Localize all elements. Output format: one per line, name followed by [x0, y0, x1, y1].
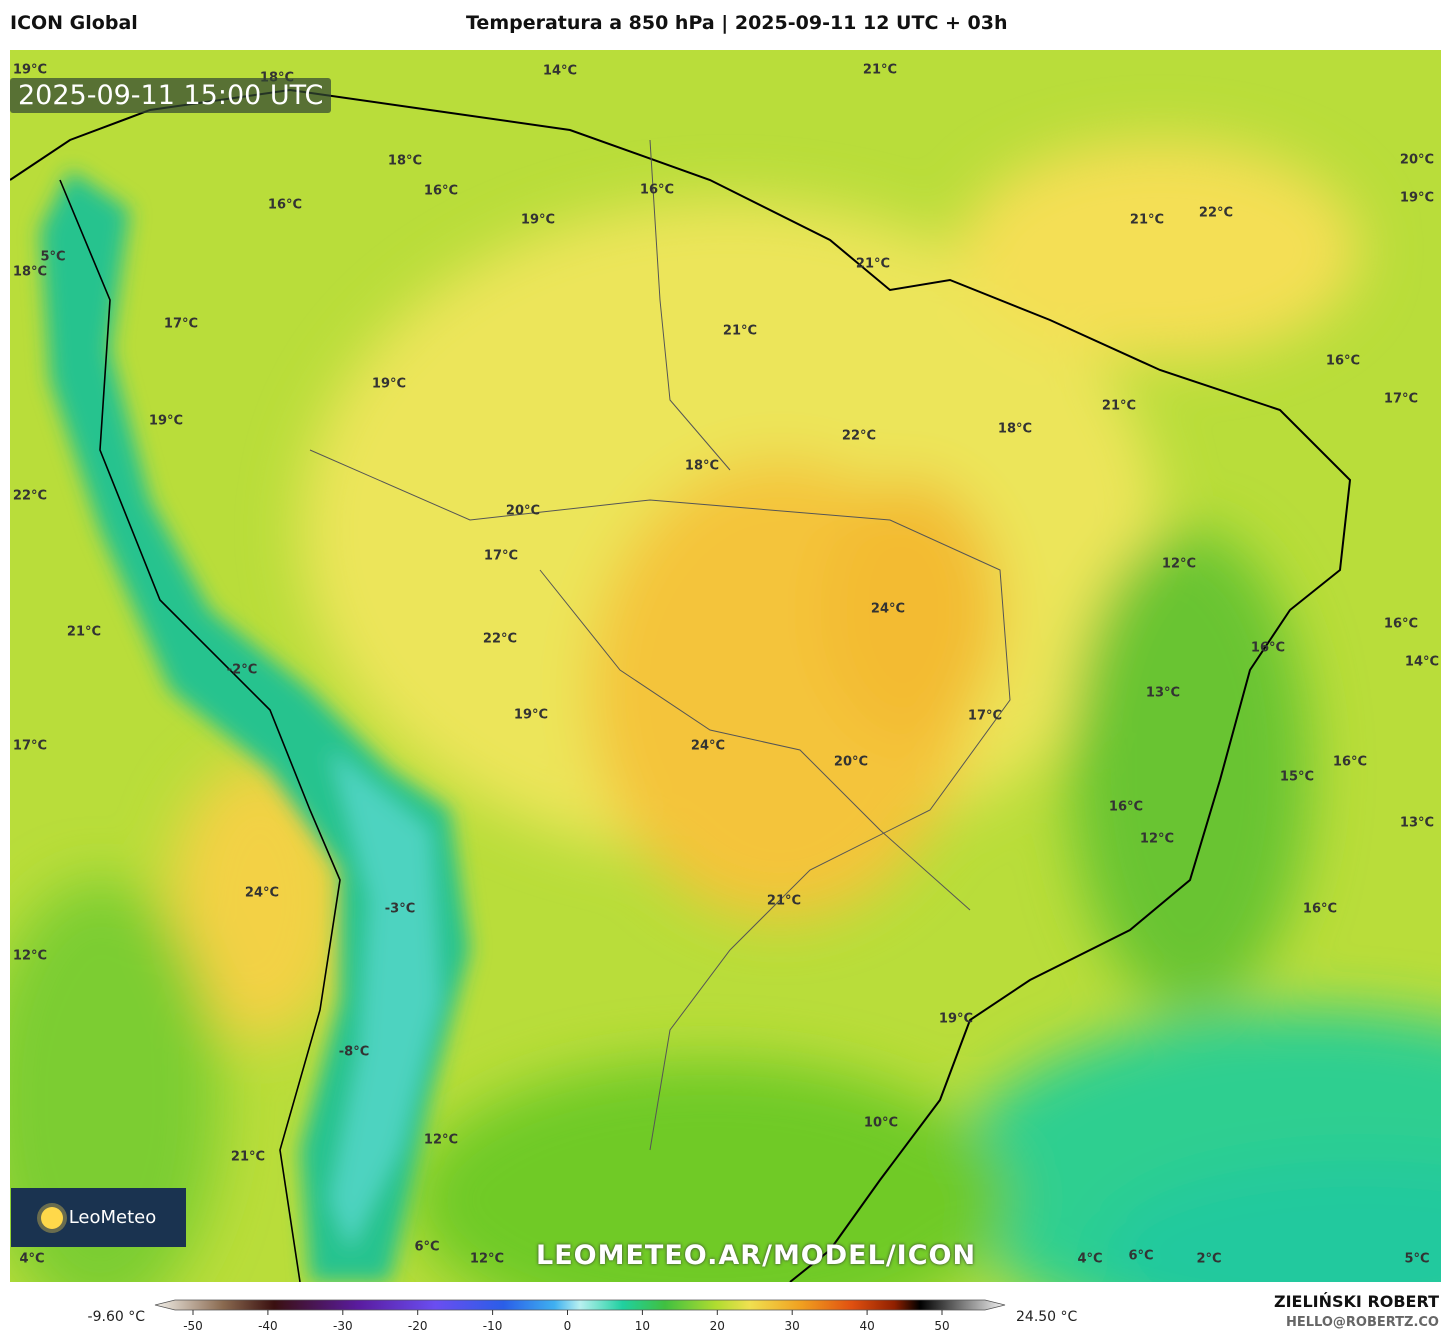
temperature-label: 20°C	[834, 755, 868, 770]
model-name: ICON Global	[10, 12, 138, 34]
temperature-label: 21°C	[767, 894, 801, 909]
temperature-label: 2°C	[1196, 1252, 1221, 1267]
temperature-label: 16°C	[1384, 617, 1418, 632]
temperature-label: 19°C	[372, 377, 406, 392]
temperature-label: 4°C	[1077, 1252, 1102, 1267]
temperature-label: 17°C	[484, 549, 518, 564]
temperature-label: 22°C	[1199, 206, 1233, 221]
temperature-label: 13°C	[1146, 686, 1180, 701]
temperature-label: 4°C	[19, 1252, 44, 1267]
logo-text: LeoMeteo	[68, 1207, 157, 1228]
temperature-label: 24°C	[871, 602, 905, 617]
temperature-label: 12°C	[1162, 557, 1196, 572]
temperature-label: 14°C	[1405, 655, 1439, 670]
temperature-label: 21°C	[723, 324, 757, 339]
temperature-label: 5°C	[1404, 1252, 1429, 1267]
temperature-label: 19°C	[514, 708, 548, 723]
temperature-label: 6°C	[414, 1240, 439, 1255]
temperature-label: 18°C	[13, 265, 47, 280]
temperature-label: 19°C	[13, 63, 47, 78]
colorbar-tick-label: 50	[934, 1319, 949, 1333]
map: 19°C18°C14°C21°C18°C16°C16°C16°C19°C21°C…	[10, 50, 1441, 1282]
temperature-label: 12°C	[13, 949, 47, 964]
logo: LeoMeteo	[11, 1188, 186, 1247]
temperature-label: 16°C	[1109, 800, 1143, 815]
temperature-label: 16°C	[1326, 354, 1360, 369]
temperature-label: 12°C	[1140, 832, 1174, 847]
temperature-label: 20°C	[506, 504, 540, 519]
colorbar-tick-label: 10	[635, 1319, 650, 1333]
author: ZIELIŃSKI ROBERT	[1273, 1292, 1439, 1311]
email: HELLO@ROBERTZ.CO	[1285, 1315, 1439, 1330]
temperature-label: 17°C	[1384, 392, 1418, 407]
colorbar-max: 24.50 °C	[1016, 1309, 1078, 1325]
temperature-label: 21°C	[863, 63, 897, 78]
temperature-label: -3°C	[385, 902, 415, 917]
temperature-label: 17°C	[164, 317, 198, 332]
temperature-label: 12°C	[424, 1133, 458, 1148]
temperature-label: 17°C	[13, 739, 47, 754]
temperature-label: 21°C	[1130, 213, 1164, 228]
temperature-label: -8°C	[339, 1045, 369, 1060]
temperature-label: -2°C	[227, 663, 257, 678]
colorbar-tick-label: 20	[710, 1319, 725, 1333]
temperature-label: 17°C	[968, 709, 1002, 724]
temperature-label: 18°C	[388, 154, 422, 169]
colorbar-tick-label: 0	[564, 1319, 572, 1333]
colorbar-tick-label: -50	[183, 1319, 203, 1333]
temperature-label: 6°C	[1128, 1249, 1153, 1264]
temperature-label: 21°C	[231, 1150, 265, 1165]
colorbar-tick-label: -20	[408, 1319, 428, 1333]
temperature-label: 19°C	[1400, 191, 1434, 206]
temperature-label: 14°C	[543, 64, 577, 79]
temperature-label: 16°C	[424, 184, 458, 199]
temperature-label: 16°C	[1303, 902, 1337, 917]
temperature-label: 16°C	[1251, 641, 1285, 656]
temperature-label: 10°C	[864, 1116, 898, 1131]
temperature-label: 20°C	[1400, 153, 1434, 168]
temperature-label: 24°C	[691, 739, 725, 754]
temperature-label: 19°C	[521, 213, 555, 228]
temperature-label: 21°C	[67, 625, 101, 640]
watermark: LEOMETEO.AR/MODEL/ICON	[536, 1240, 977, 1271]
temperature-label: 19°C	[939, 1012, 973, 1027]
temperature-label: 21°C	[1102, 399, 1136, 414]
colorbar-tick-label: -10	[483, 1319, 503, 1333]
colorbar-tick-label: 40	[859, 1319, 874, 1333]
temperature-label: 18°C	[685, 459, 719, 474]
colorbar-tick-label: 30	[785, 1319, 800, 1333]
temperature-label: 16°C	[640, 183, 674, 198]
temperature-label: 18°C	[998, 422, 1032, 437]
colorbar-min: -9.60 °C	[88, 1309, 146, 1325]
temperature-label: 22°C	[483, 632, 517, 647]
colorbar-tick-label: -30	[333, 1319, 353, 1333]
temperature-label: 19°C	[149, 414, 183, 429]
temperature-label: 22°C	[842, 429, 876, 444]
map-title: Temperatura a 850 hPa | 2025-09-11 12 UT…	[466, 12, 1008, 34]
temperature-label: 5°C	[40, 250, 65, 265]
timestamp: 2025-09-11 15:00 UTC	[10, 78, 332, 113]
temperature-label: 24°C	[245, 886, 279, 901]
temperature-label: 15°C	[1280, 770, 1314, 785]
temperature-label: 16°C	[268, 198, 302, 213]
colorbar-tick-label: -40	[258, 1319, 278, 1333]
temperature-label: 16°C	[1333, 755, 1367, 770]
colorbar: -9.60 °C 24.50 °C -50 -40 -30 -20 -10 0 10 20 30…	[88, 1299, 1078, 1333]
temperature-label: 12°C	[470, 1252, 504, 1267]
temperature-label: 21°C	[856, 257, 890, 272]
temperature-label: 13°C	[1400, 816, 1434, 831]
temperature-label: 22°C	[13, 489, 47, 504]
